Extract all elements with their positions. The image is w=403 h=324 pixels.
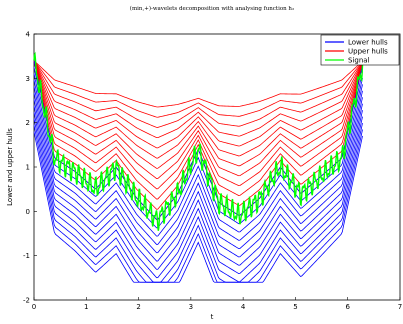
y-tick-label: -2 — [23, 297, 30, 305]
y-tick-label: 0 — [26, 208, 30, 216]
upper-hull-line — [33, 60, 363, 200]
x-tick-label: 3 — [189, 303, 193, 311]
lower-hull-line — [33, 66, 363, 229]
y-axis: -2 -1 0 1 2 3 4 — [23, 31, 37, 305]
x-tick-label: 4 — [241, 303, 246, 311]
signal-line — [33, 51, 364, 231]
lower-hull-line — [33, 125, 363, 283]
lower-hull-line — [33, 92, 363, 262]
x-axis-label: t — [211, 313, 214, 321]
upper-hull-line — [33, 60, 363, 108]
upper-hull-line — [33, 60, 363, 139]
series-layer — [33, 51, 364, 283]
upper-hull-line — [33, 60, 363, 169]
upper-hull-line — [33, 60, 363, 118]
chart-title: (min,+)-wavelets decomposition with anal… — [130, 5, 294, 12]
x-tick-label: 7 — [398, 303, 402, 311]
x-tick-label: 1 — [84, 303, 88, 311]
legend: Lower hulls Upper hulls Signal — [320, 34, 400, 66]
y-tick-label: 3 — [26, 75, 30, 83]
lower-hull-line — [33, 105, 363, 279]
lower-hull-line — [33, 131, 363, 283]
upper-hull-line — [33, 60, 363, 190]
legend-label-upper-hulls: Upper hulls — [348, 48, 388, 56]
lower-hull-line — [33, 73, 363, 237]
legend-label-lower-hulls: Lower hulls — [348, 39, 388, 47]
x-tick-label: 6 — [345, 303, 350, 311]
y-axis-label: Lower and upper hulls — [6, 128, 14, 206]
y-tick-label: 4 — [26, 31, 31, 39]
x-tick-label: 5 — [293, 303, 297, 311]
upper-hull-line — [33, 60, 363, 210]
lower-hull-line — [33, 86, 363, 254]
x-tick-label: 2 — [136, 303, 140, 311]
y-tick-label: 1 — [26, 164, 30, 172]
upper-hull-line — [33, 60, 363, 179]
lower-hull-line — [33, 112, 363, 283]
legend-label-signal: Signal — [348, 57, 370, 65]
y-tick-label: 2 — [26, 119, 30, 127]
y-tick-label: -1 — [23, 252, 30, 260]
x-axis: 0 1 2 3 4 5 6 7 — [32, 297, 402, 311]
lower-hull-line — [33, 79, 363, 245]
x-tick-label: 0 — [32, 303, 36, 311]
lower-hull-line — [33, 99, 363, 270]
lower-hull-line — [33, 118, 363, 283]
upper-hull-line — [33, 60, 363, 159]
upper-hull-line — [33, 60, 363, 128]
upper-hull-line — [33, 60, 363, 149]
